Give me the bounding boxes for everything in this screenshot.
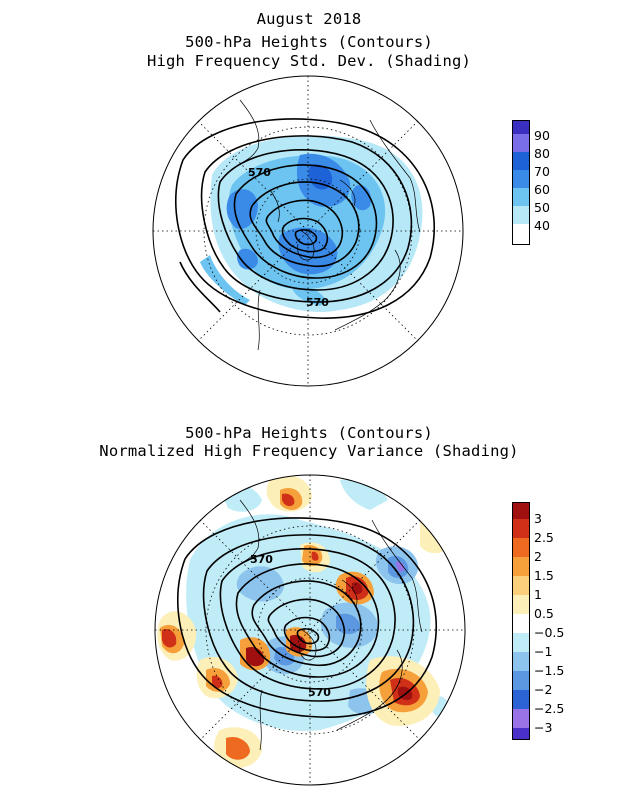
bottom-polar-map: 570 570 xyxy=(154,474,466,786)
bottom-colorbar-swatch-2 xyxy=(512,538,530,557)
top-colorbar-swatch-3 xyxy=(512,170,530,188)
bottom-title-line-1: 500-hPa Heights (Contours) xyxy=(185,424,433,442)
bottom-colorbar-swatch-9 xyxy=(512,671,530,690)
bottom-colorbar-label: 3 xyxy=(534,511,542,526)
bottom-colorbar-label: 1 xyxy=(534,587,542,602)
top-title-line-3: High Frequency Std. Dev. (Shading) xyxy=(146,52,472,70)
bottom-colorbar-swatch-4 xyxy=(512,576,530,595)
top-contour-label-570-a: 570 xyxy=(248,166,271,179)
bottom-map-border xyxy=(154,474,466,786)
bottom-variance-shading xyxy=(157,475,451,768)
top-std-dev-shading xyxy=(200,135,423,312)
bottom-colorbar-label: 1.5 xyxy=(534,568,554,583)
bottom-colorbar-swatch-5 xyxy=(512,595,530,614)
top-colorbar-swatch-6 xyxy=(512,224,530,245)
top-colorbar-label: 70 xyxy=(534,164,550,179)
bottom-title-line-2: Normalized High Frequency Variance (Shad… xyxy=(99,442,519,460)
top-colorbar-swatch-0 xyxy=(512,120,530,134)
bottom-contour-label-570-b: 570 xyxy=(308,686,331,699)
bottom-colorbar-label: −3 xyxy=(534,720,553,735)
bottom-colorbar-label: −2 xyxy=(534,682,553,697)
bottom-colorbar-swatch-12 xyxy=(512,728,530,740)
top-colorbar-swatch-2 xyxy=(512,152,530,170)
bottom-colorbar-swatch-7 xyxy=(512,633,530,652)
bottom-colorbar-label: 2 xyxy=(534,549,542,564)
bottom-colorbar-label: −1 xyxy=(534,644,553,659)
top-contour-label-570-b: 570 xyxy=(306,296,329,309)
bottom-contour-label-570-a: 570 xyxy=(250,553,273,566)
bottom-colorbar-label: −1.5 xyxy=(534,663,565,678)
bottom-colorbar-label: 0.5 xyxy=(534,606,554,621)
top-map-border xyxy=(152,75,464,387)
top-colorbar-label: 50 xyxy=(534,200,550,215)
top-title-line-1: August 2018 xyxy=(256,10,362,28)
top-colorbar-label: 40 xyxy=(534,218,550,233)
top-colorbar-label: 90 xyxy=(534,128,550,143)
top-polar-map: 570 570 xyxy=(152,75,464,387)
bottom-colorbar-label: −0.5 xyxy=(534,625,565,640)
bottom-colorbar-swatch-3 xyxy=(512,557,530,576)
bottom-colorbar-swatch-1 xyxy=(512,519,530,538)
bottom-colorbar-label: −2.5 xyxy=(534,701,565,716)
bottom-height-contours xyxy=(177,517,437,718)
bottom-colorbar-swatch-11 xyxy=(512,709,530,728)
bottom-colorbar-swatch-8 xyxy=(512,652,530,671)
top-colorbar-swatch-4 xyxy=(512,188,530,206)
top-title-line-2: 500-hPa Heights (Contours) xyxy=(185,33,433,51)
bottom-colorbar-swatch-0 xyxy=(512,502,530,519)
bottom-colorbar-label: 2.5 xyxy=(534,530,554,545)
top-height-contours xyxy=(175,118,435,319)
top-colorbar-label: 60 xyxy=(534,182,550,197)
top-colorbar-swatch-1 xyxy=(512,134,530,152)
top-colorbar-swatch-5 xyxy=(512,206,530,224)
bottom-colorbar-swatch-6 xyxy=(512,614,530,633)
bottom-colorbar-swatch-10 xyxy=(512,690,530,709)
top-colorbar-label: 80 xyxy=(534,146,550,161)
